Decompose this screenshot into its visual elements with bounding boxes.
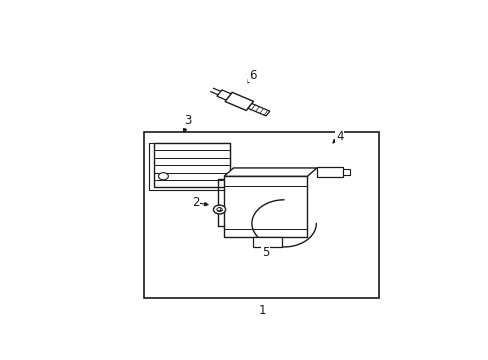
Text: 2: 2 <box>191 196 199 209</box>
Bar <box>343 169 349 175</box>
Bar <box>224 93 253 111</box>
Polygon shape <box>224 168 316 176</box>
Bar <box>253 237 282 247</box>
Circle shape <box>213 205 225 214</box>
Bar <box>247 104 269 116</box>
Bar <box>144 132 379 298</box>
Text: 1: 1 <box>258 304 265 317</box>
Circle shape <box>158 173 168 180</box>
Text: 4: 4 <box>335 130 343 143</box>
Text: 6: 6 <box>248 68 256 82</box>
Bar <box>217 90 230 100</box>
Bar <box>154 143 229 187</box>
Text: 3: 3 <box>184 114 191 127</box>
Circle shape <box>217 208 222 211</box>
Bar <box>149 143 229 190</box>
Bar <box>224 176 307 237</box>
Text: 5: 5 <box>262 246 269 259</box>
Bar <box>316 167 343 177</box>
